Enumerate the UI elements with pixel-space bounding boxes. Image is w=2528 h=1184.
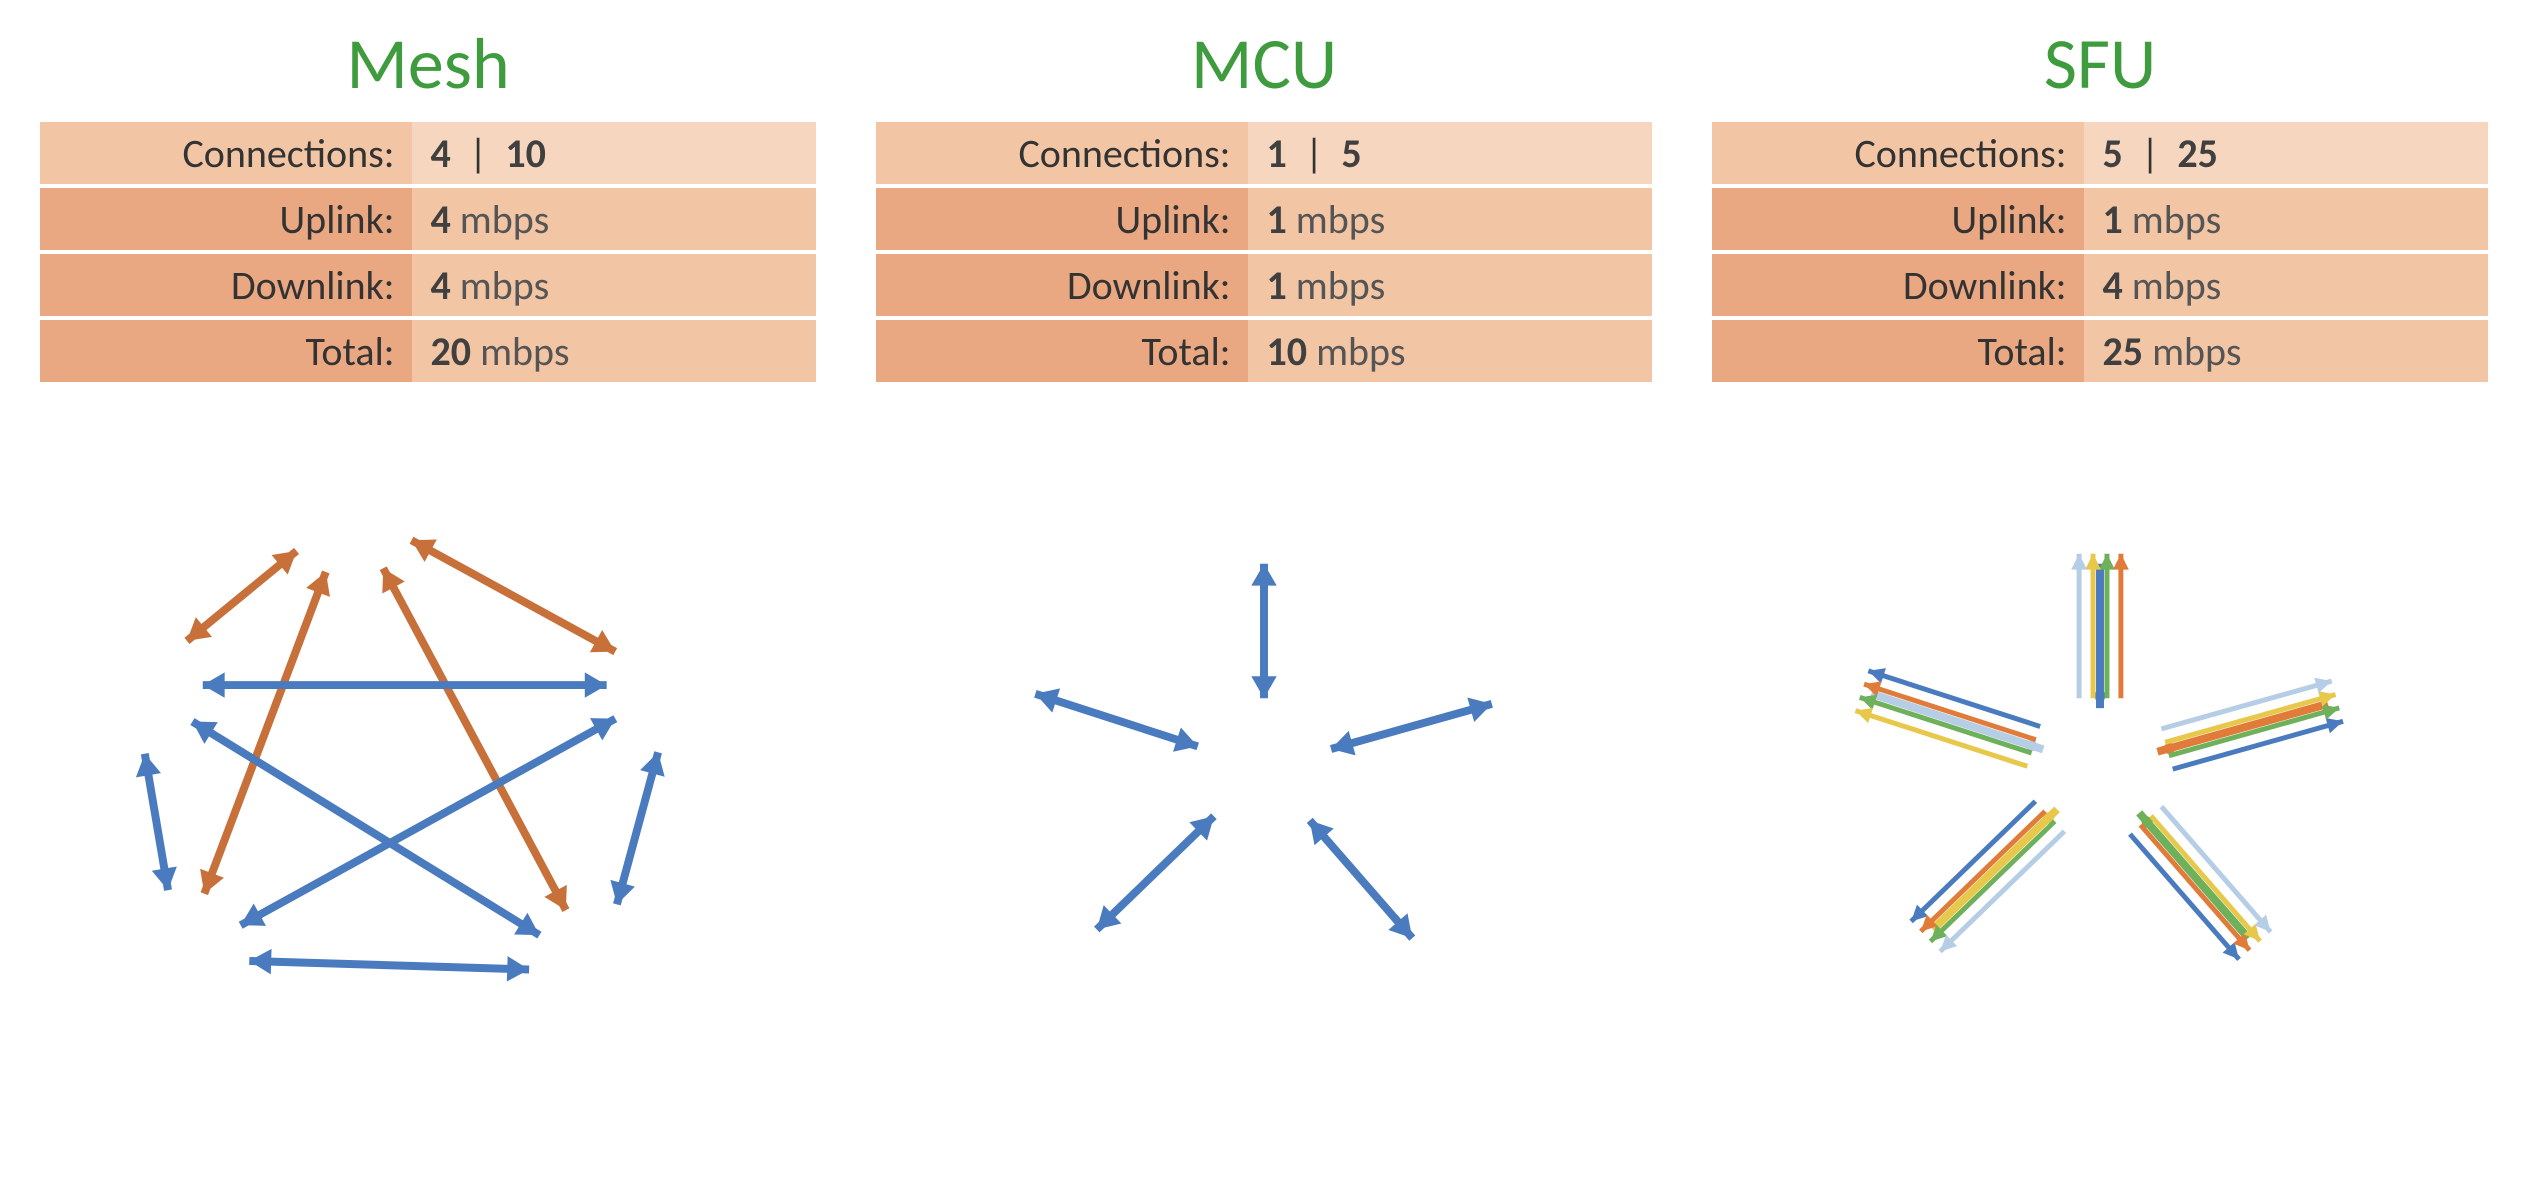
panel-title: Mesh bbox=[346, 20, 509, 108]
unit: mbps bbox=[460, 195, 549, 244]
stat-value: 4 mbps bbox=[412, 188, 816, 250]
conn-a: 4 bbox=[430, 129, 450, 178]
stat-value: 1 mbps bbox=[1248, 188, 1652, 250]
stat-label: Total: bbox=[1712, 320, 2084, 382]
panels-row: MeshConnections:4 | 10Uplink:4 mbpsDownl… bbox=[40, 20, 2488, 1056]
stat-value: 4 mbps bbox=[412, 254, 816, 316]
panel-title: MCU bbox=[1191, 20, 1337, 108]
stat-label: Downlink: bbox=[876, 254, 1248, 316]
stats-table: Connections:5 | 25Uplink:1 mbpsDownlink:… bbox=[1712, 118, 2488, 386]
stat-label: Total: bbox=[876, 320, 1248, 382]
stat-label: Uplink: bbox=[40, 188, 412, 250]
table-row: Connections:5 | 25 bbox=[1712, 122, 2488, 184]
unit: mbps bbox=[1296, 195, 1385, 244]
downlink-val: 4 bbox=[2102, 261, 2122, 310]
uplink-val: 1 bbox=[1266, 195, 1286, 244]
conn-b: 25 bbox=[2177, 129, 2218, 178]
uplink-val: 4 bbox=[430, 195, 450, 244]
table-row: Uplink:1 mbps bbox=[876, 188, 1652, 250]
stat-value: 4 | 10 bbox=[412, 122, 816, 184]
arrows-svg bbox=[40, 416, 816, 1056]
stat-label: Total: bbox=[40, 320, 412, 382]
stat-label: Uplink: bbox=[876, 188, 1248, 250]
table-row: Uplink:4 mbps bbox=[40, 188, 816, 250]
table-row: Total:10 mbps bbox=[876, 320, 1652, 382]
stat-label: Connections: bbox=[40, 122, 412, 184]
topology-diagram bbox=[40, 416, 816, 1056]
panel-sfu: SFUConnections:5 | 25Uplink:1 mbpsDownli… bbox=[1712, 20, 2488, 1056]
unit: mbps bbox=[1316, 327, 1405, 376]
arrows-svg bbox=[1712, 416, 2488, 1056]
table-row: Downlink:4 mbps bbox=[1712, 254, 2488, 316]
unit: mbps bbox=[1296, 261, 1385, 310]
stat-label: Downlink: bbox=[40, 254, 412, 316]
table-row: Connections:1 | 5 bbox=[876, 122, 1652, 184]
stat-label: Connections: bbox=[876, 122, 1248, 184]
topology-diagram bbox=[876, 416, 1652, 1056]
table-row: Downlink:4 mbps bbox=[40, 254, 816, 316]
stat-label: Downlink: bbox=[1712, 254, 2084, 316]
total-val: 25 bbox=[2102, 327, 2143, 376]
conn-b: 10 bbox=[505, 129, 546, 178]
table-row: Total:25 mbps bbox=[1712, 320, 2488, 382]
unit: mbps bbox=[460, 261, 549, 310]
uplink-val: 1 bbox=[2102, 195, 2122, 244]
unit: mbps bbox=[2132, 195, 2221, 244]
conn-b: 5 bbox=[1341, 129, 1361, 178]
panel-mcu: MCUConnections:1 | 5Uplink:1 mbpsDownlin… bbox=[876, 20, 1652, 1056]
unit: mbps bbox=[2152, 327, 2241, 376]
stat-value: 1 mbps bbox=[1248, 254, 1652, 316]
downlink-val: 4 bbox=[430, 261, 450, 310]
table-row: Uplink:1 mbps bbox=[1712, 188, 2488, 250]
unit: mbps bbox=[2132, 261, 2221, 310]
topology-diagram bbox=[1712, 416, 2488, 1056]
panel-title: SFU bbox=[2044, 20, 2156, 108]
stat-label: Connections: bbox=[1712, 122, 2084, 184]
stat-value: 10 mbps bbox=[1248, 320, 1652, 382]
arrows-svg bbox=[876, 416, 1652, 1056]
panel-mesh: MeshConnections:4 | 10Uplink:4 mbpsDownl… bbox=[40, 20, 816, 1056]
stat-label: Uplink: bbox=[1712, 188, 2084, 250]
table-row: Total:20 mbps bbox=[40, 320, 816, 382]
stat-value: 1 | 5 bbox=[1248, 122, 1652, 184]
table-row: Downlink:1 mbps bbox=[876, 254, 1652, 316]
stat-value: 25 mbps bbox=[2084, 320, 2488, 382]
stat-value: 5 | 25 bbox=[2084, 122, 2488, 184]
stat-value: 4 mbps bbox=[2084, 254, 2488, 316]
total-val: 20 bbox=[430, 327, 471, 376]
conn-a: 5 bbox=[2102, 129, 2122, 178]
conn-a: 1 bbox=[1266, 129, 1286, 178]
stat-value: 20 mbps bbox=[412, 320, 816, 382]
unit: mbps bbox=[480, 327, 569, 376]
stats-table: Connections:4 | 10Uplink:4 mbpsDownlink:… bbox=[40, 118, 816, 386]
stat-value: 1 mbps bbox=[2084, 188, 2488, 250]
stats-table: Connections:1 | 5Uplink:1 mbpsDownlink:1… bbox=[876, 118, 1652, 386]
table-row: Connections:4 | 10 bbox=[40, 122, 816, 184]
total-val: 10 bbox=[1266, 327, 1307, 376]
downlink-val: 1 bbox=[1266, 261, 1286, 310]
